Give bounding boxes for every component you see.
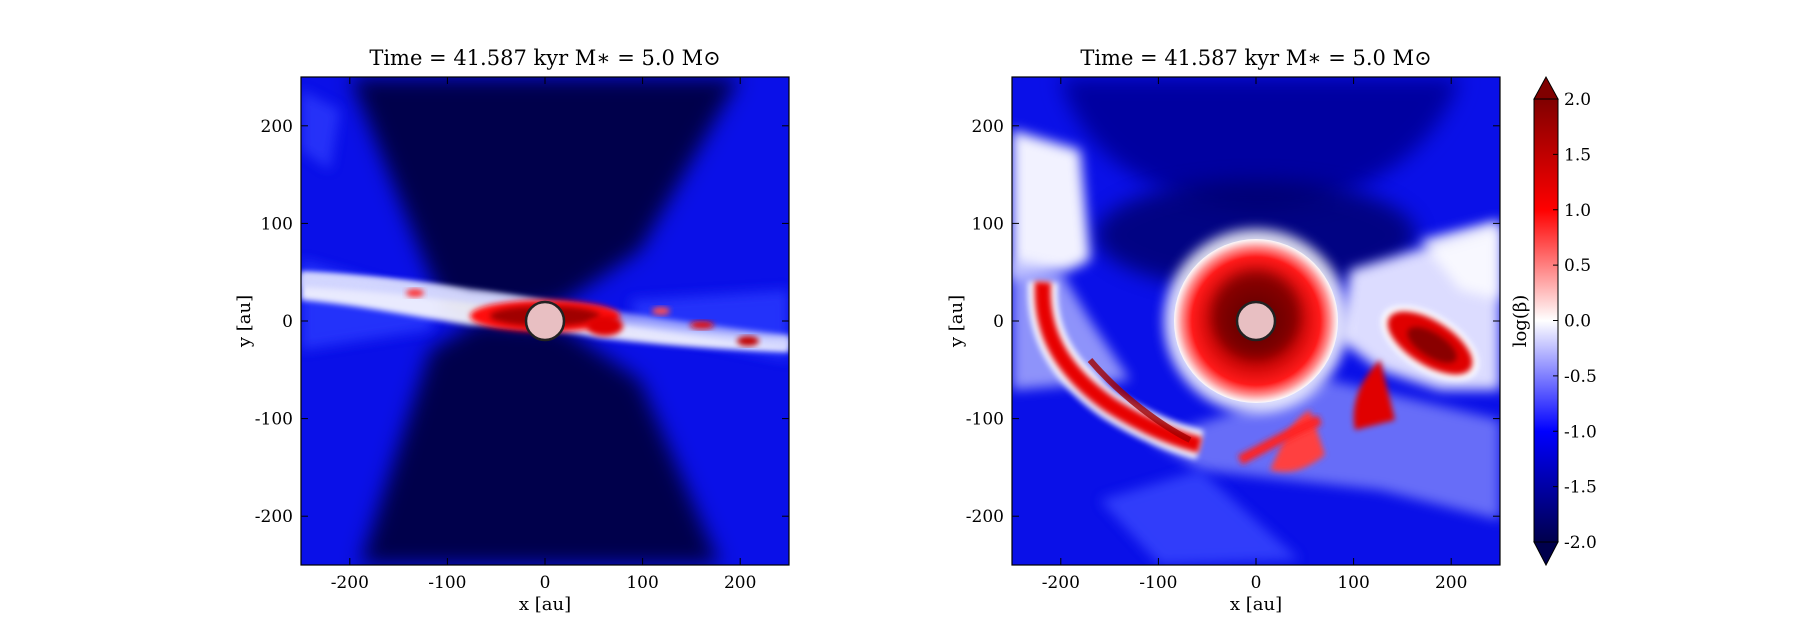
left-title: Time = 41.587 kyr M∗ = 5.0 M⊙	[369, 46, 720, 70]
y-tick-label: -200	[966, 507, 1004, 527]
colorbar-tick-label: 0.5	[1564, 256, 1591, 276]
x-tick-label: -200	[331, 573, 369, 593]
x-tick-label: -100	[1139, 573, 1177, 593]
colorbar-tick-label: -2.0	[1564, 533, 1597, 553]
left-ylabel: y [au]	[234, 295, 255, 348]
y-tick-label: 0	[282, 312, 293, 332]
colorbar-extend-max-arrow	[1533, 75, 1559, 100]
y-tick-label: -200	[255, 507, 293, 527]
x-tick-label: 0	[540, 573, 551, 593]
right-ticks: -200 -100 0 100 200 -200 -100 0 100 200	[966, 77, 1500, 593]
x-tick-label: 200	[1435, 573, 1467, 593]
colorbar: 2.0 1.5 1.0 0.5 0.0 -0.5 -1.0 -1.5 -2.0 log(β)	[1510, 75, 1597, 567]
y-tick-label: 200	[972, 117, 1004, 137]
right-sink-particle-marker	[1235, 300, 1277, 342]
colorbar-tick-label: -1.5	[1564, 478, 1597, 498]
y-tick-label: 100	[261, 214, 293, 234]
x-tick-label: -200	[1042, 573, 1080, 593]
colorbar-tick-label: 1.5	[1564, 145, 1591, 165]
y-tick-label: -100	[966, 410, 1004, 430]
x-tick-label: -100	[428, 573, 466, 593]
x-tick-label: 0	[1251, 573, 1262, 593]
left-xlabel: x [au]	[519, 594, 571, 615]
y-tick-label: -100	[255, 410, 293, 430]
right-xlabel: x [au]	[1230, 594, 1282, 615]
colorbar-tick-label: -0.5	[1564, 367, 1597, 387]
colorbar-label: log(β)	[1510, 295, 1531, 348]
right-ylabel: y [au]	[946, 295, 967, 348]
y-tick-label: 0	[993, 312, 1004, 332]
colorbar-extend-min-arrow	[1533, 541, 1559, 567]
y-tick-label: 200	[261, 117, 293, 137]
colorbar-ticks: 2.0 1.5 1.0 0.5 0.0 -0.5 -1.0 -1.5 -2.0	[1553, 90, 1597, 553]
x-tick-label: 100	[1337, 573, 1369, 593]
left-sink-particle-marker	[524, 300, 566, 342]
x-tick-label: 200	[724, 573, 756, 593]
colorbar-tick-label: 1.0	[1564, 201, 1591, 221]
colorbar-tick-label: 0.0	[1564, 312, 1591, 332]
right-panel: -200 -100 0 100 200 -200 -100 0 100 200 Time = 41…	[946, 46, 1501, 615]
y-tick-label: 100	[972, 214, 1004, 234]
colorbar-tick-label: -1.0	[1564, 422, 1597, 442]
right-title: Time = 41.587 kyr M∗ = 5.0 M⊙	[1080, 46, 1431, 70]
left-panel: -200 -100 0 100 200 -200 -100 0 100 200 Time = 41…	[234, 46, 790, 615]
x-tick-label: 100	[626, 573, 658, 593]
colorbar-tick-label: 2.0	[1564, 90, 1591, 110]
left-ticks: -200 -100 0 100 200 -200 -100 0 100 200	[255, 77, 789, 593]
